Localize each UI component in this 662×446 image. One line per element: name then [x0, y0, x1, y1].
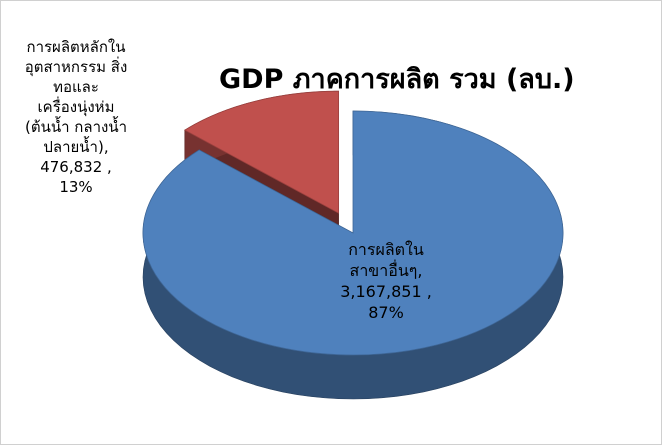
- slice-other-top: [142, 110, 564, 356]
- data-label-other-line-2: สาขาอื่นๆ,: [349, 261, 423, 280]
- data-label-other-sectors: การผลิตใน สาขาอื่นๆ, 3,167,851 , 87%: [331, 239, 441, 323]
- chart-title: GDP ภาคการผลิต รวม (ลบ.): [219, 64, 575, 95]
- data-label-industry-line-3: ทอและ: [53, 78, 99, 96]
- data-label-industry-percent: 13%: [59, 178, 93, 196]
- slice-textile-top: [183, 90, 340, 214]
- data-label-industry-value: 476,832 ,: [40, 158, 112, 176]
- data-label-other-percent: 87%: [368, 303, 404, 322]
- data-label-industry-line-6: ปลายน้ำ),: [43, 138, 109, 156]
- data-label-other-line-1: การผลิตใน: [348, 240, 424, 259]
- data-label-industry-line-4: เครื่องนุ่งห่ม: [37, 98, 115, 116]
- data-label-textile-industry: การผลิตหลักใน อุตสาหกรรม สิ่ง ทอและ เครื…: [1, 37, 151, 197]
- data-label-industry-line-5: (ต้นน้ำ กลางน้ำ: [25, 118, 127, 136]
- data-label-industry-line-2: อุตสาหกรรม สิ่ง: [24, 58, 128, 76]
- data-label-industry-line-1: การผลิตหลักใน: [26, 38, 126, 56]
- data-label-other-value: 3,167,851 ,: [340, 282, 432, 301]
